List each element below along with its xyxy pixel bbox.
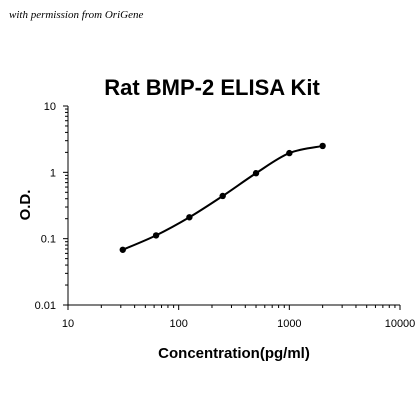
x-tick-label: 1000 xyxy=(277,318,301,330)
x-tick-label: 10000 xyxy=(385,318,416,330)
data-point xyxy=(286,149,293,157)
data-point xyxy=(219,192,226,200)
data-point xyxy=(152,232,160,239)
y-tick-label: 1 xyxy=(50,167,56,179)
y-tick-label: 0.1 xyxy=(41,234,56,246)
y-tick-label: 0.01 xyxy=(35,300,56,312)
y-axis-label: O.D. xyxy=(17,190,34,221)
axes xyxy=(67,106,400,306)
data-point xyxy=(186,214,193,221)
data-point xyxy=(252,170,260,177)
data-point xyxy=(119,246,126,253)
y-tick-label: 10 xyxy=(44,101,56,113)
x-tick-label: 10 xyxy=(62,318,74,330)
chart-title: Rat BMP-2 ELISA Kit xyxy=(104,75,320,100)
credit-text: with permission from OriGene xyxy=(9,9,144,21)
ticks: 10 100 1000 10000 0.01 0.1 1 10 xyxy=(35,101,416,330)
x-axis-label: Concentration(pg/ml) xyxy=(158,345,310,362)
x-tick-label: 100 xyxy=(169,318,187,330)
data-point xyxy=(319,142,326,150)
data-points xyxy=(119,142,326,253)
